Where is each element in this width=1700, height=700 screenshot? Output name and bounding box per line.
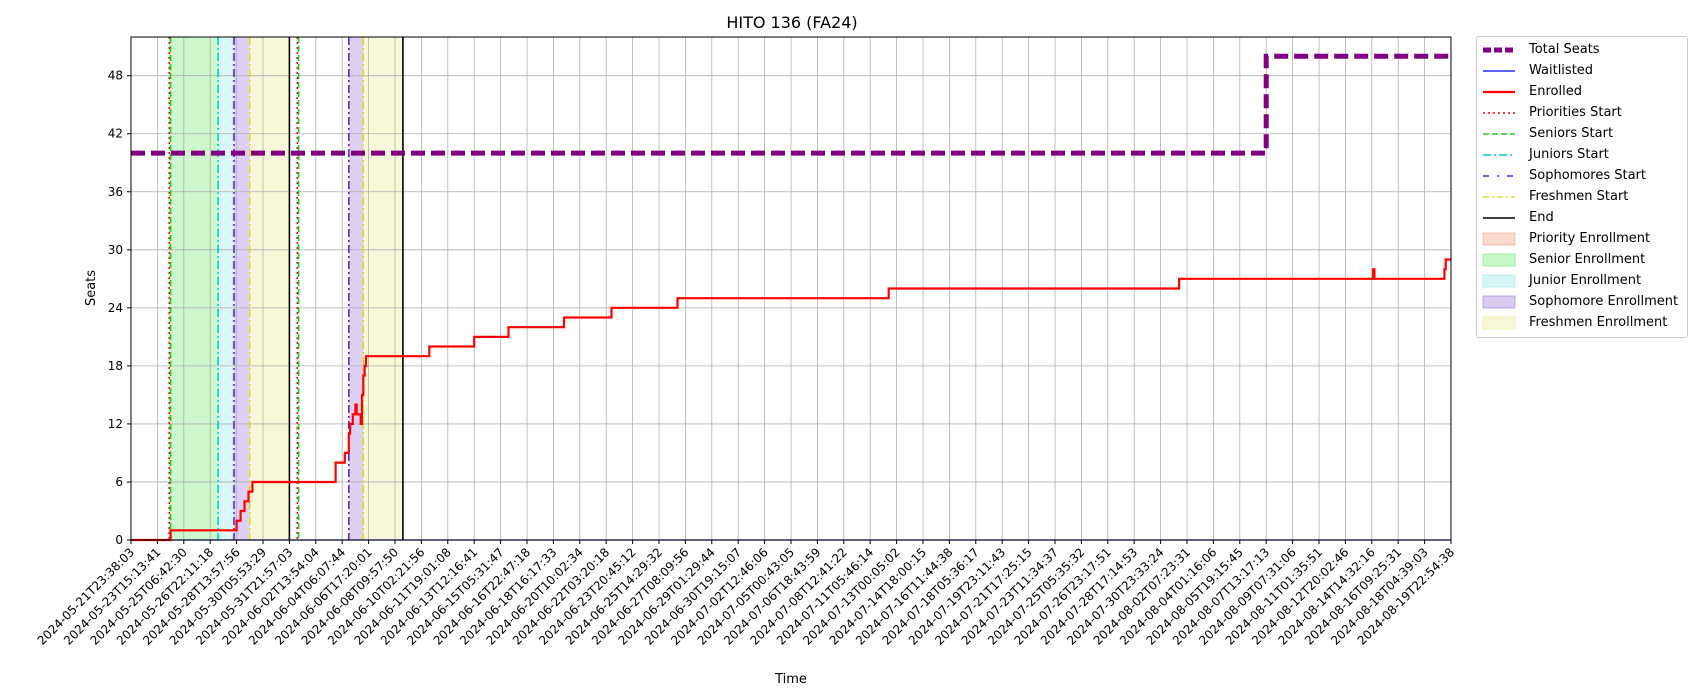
series-line-2 [131,258,1451,542]
y-tick-label-6: 36 [108,185,123,199]
legend-item-0: Total Seats [1481,39,1683,60]
span-2-0 [218,37,234,540]
legend-item-2: Enrolled [1481,81,1683,102]
legend-patch-10 [1482,253,1516,266]
legend-swatch-6 [1483,174,1515,177]
x-axis-label: Time [774,672,807,687]
legend-label-11: Junior Enrollment [1529,273,1642,288]
legend-label-2: Enrolled [1529,84,1582,99]
legend-item-10: Senior Enrollment [1481,249,1683,270]
legend-patch-12 [1482,295,1516,308]
y-tick-label-4: 24 [108,301,123,315]
span-4-0 [249,37,290,540]
legend-swatch-7 [1483,195,1515,198]
legend-item-9: Priority Enrollment [1481,228,1683,249]
legend-swatch-5 [1483,153,1515,156]
legend-item-13: Freshmen Enrollment [1481,312,1683,333]
legend-item-4: Seniors Start [1481,123,1683,144]
legend-label-6: Sophomores Start [1529,168,1646,183]
legend-item-1: Waitlisted [1481,60,1683,81]
span-3-0 [233,37,250,540]
y-tick-label-7: 42 [108,127,123,141]
legend-label-1: Waitlisted [1529,63,1594,78]
legend-patch-11 [1482,274,1516,287]
legend-item-7: Freshmen Start [1481,186,1683,207]
legend-label-5: Juniors Start [1529,147,1609,162]
legend-label-0: Total Seats [1529,42,1600,57]
legend-swatch-11 [1482,274,1516,287]
legend-swatch-1 [1483,69,1515,72]
phase-start-lines [168,37,404,540]
legend-swatch-12 [1482,295,1516,308]
legend-swatch-4 [1483,132,1515,135]
enrollment-spans [169,37,403,540]
y-tick-label-3: 18 [108,359,123,373]
legend-label-13: Freshmen Enrollment [1529,315,1668,330]
legend-item-8: End [1481,207,1683,228]
y-axis-label: Seats [84,270,99,306]
legend-label-3: Priorities Start [1529,105,1622,120]
legend-item-3: Priorities Start [1481,102,1683,123]
legend-item-5: Juniors Start [1481,144,1683,165]
legend-item-11: Junior Enrollment [1481,270,1683,291]
legend-item-12: Sophomore Enrollment [1481,291,1683,312]
legend-label-4: Seniors Start [1529,126,1614,141]
legend-label-10: Senior Enrollment [1529,252,1646,267]
span-3-1 [348,37,364,540]
legend-swatch-8 [1483,216,1515,219]
legend-label-8: End [1529,210,1554,225]
y-tick-label-0: 0 [115,533,123,547]
legend-swatch-13 [1482,316,1516,329]
series-line-0 [131,53,1451,156]
chart-legend: Total Seats Waitlisted Enrolled Priorities … [1476,36,1688,338]
legend-swatch-10 [1482,253,1516,266]
legend-label-9: Priority Enrollment [1529,231,1651,246]
span-1-0 [170,37,219,540]
legend-swatch-9 [1482,232,1516,245]
chart-title: HITO 136 (FA24) [726,13,857,32]
y-tick-label-1: 6 [115,475,123,489]
legend-item-6: Sophomores Start [1481,165,1683,186]
y-tick-label-5: 30 [108,243,123,257]
legend-label-7: Freshmen Start [1529,189,1629,204]
legend-swatch-3 [1483,111,1515,114]
legend-label-12: Sophomore Enrollment [1529,294,1679,309]
legend-patch-13 [1482,316,1516,329]
y-tick-label-2: 12 [108,417,123,431]
legend-swatch-0 [1483,47,1515,52]
legend-patch-9 [1482,232,1516,245]
y-axis-ticks: 0 6 12 18 24 30 36 42 48 [108,69,131,547]
x-axis-ticks: 2024-05-21T23:38:032024-05-23T15:13:4120… [35,540,1457,648]
span-4-1 [363,37,403,540]
y-tick-label-8: 48 [108,69,123,83]
legend-swatch-2 [1483,90,1515,93]
grid [130,37,1452,541]
